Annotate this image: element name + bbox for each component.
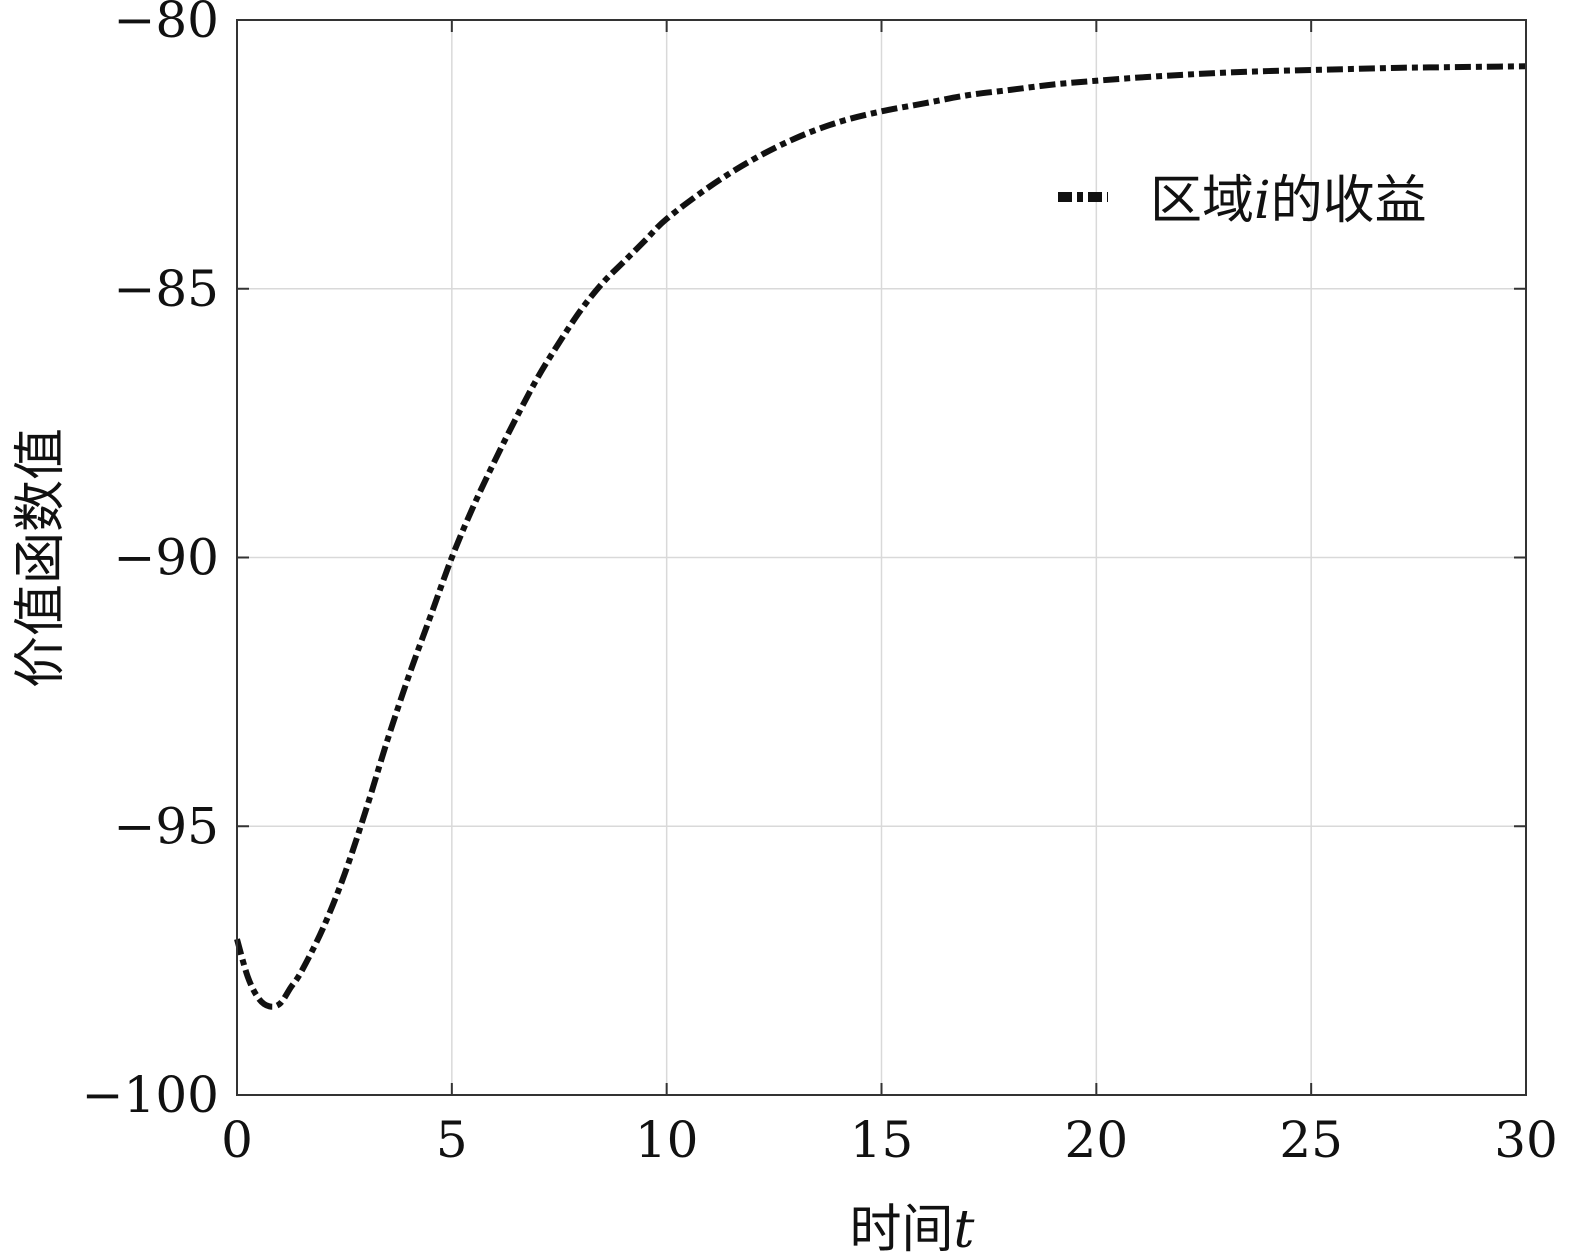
x-tick-label: 20: [1065, 1111, 1129, 1169]
y-tick-label: −90: [113, 529, 219, 587]
y-tick-label: −100: [82, 1066, 219, 1124]
y-tick-label: −85: [113, 260, 219, 318]
x-tick-label: 15: [850, 1111, 914, 1169]
x-axis-label: 时间t: [850, 1200, 975, 1257]
x-tick-labels: 0 5 10 15 20 25 30: [221, 1111, 1558, 1169]
x-axis-label-text: 时间: [850, 1200, 954, 1257]
legend-var: i: [1254, 171, 1271, 231]
x-axis-label-var: t: [954, 1200, 975, 1257]
plot-frame: [236, 19, 1527, 1096]
y-tick-label: −80: [113, 0, 219, 49]
y-tick-labels: −100 −95 −90 −85 −80: [82, 0, 219, 1124]
y-tick-label: −95: [113, 797, 219, 855]
x-tick-label: 5: [436, 1111, 468, 1169]
y-axis-label: 价值函数值: [11, 428, 71, 688]
x-tick-label: 0: [221, 1111, 253, 1169]
legend-suffix: 的收益: [1271, 171, 1427, 231]
x-tick-label: 30: [1494, 1111, 1558, 1169]
series-line-0: [234, 63, 1527, 1010]
x-tick-label: 10: [635, 1111, 699, 1169]
legend-prefix: 区域: [1150, 171, 1254, 231]
x-tick-label: 25: [1279, 1111, 1343, 1169]
legend-label: 区域i的收益: [1150, 171, 1427, 231]
legend: 区域i的收益: [1058, 171, 1427, 231]
series-layer: [234, 63, 1527, 1010]
